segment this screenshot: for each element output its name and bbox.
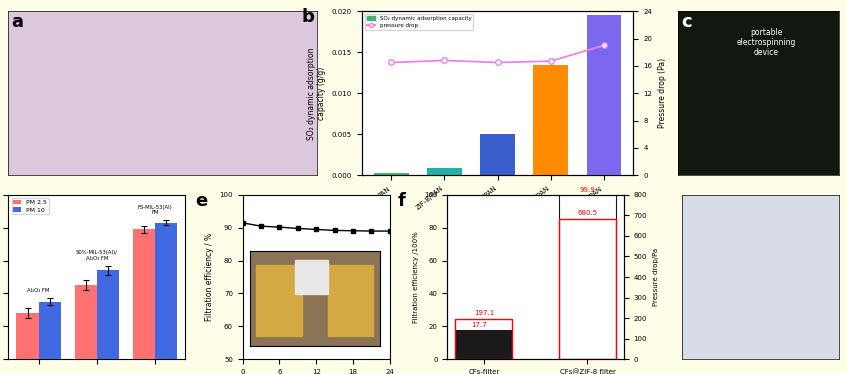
Bar [16,313,39,374]
Text: f: f [398,192,406,210]
Text: e: e [196,192,208,210]
Text: 680.5: 680.5 [578,211,597,217]
Legend: SO₂ dynamic adsorption capacity, pressure drop: SO₂ dynamic adsorption capacity, pressur… [364,14,473,30]
Bar [456,330,512,359]
Bar [97,270,119,374]
Y-axis label: Filtration efficiency / %: Filtration efficiency / % [205,233,213,321]
Text: portable
electrospinning
device: portable electrospinning device [737,28,796,58]
Bar [75,285,97,374]
Text: b: b [302,8,315,26]
Bar [559,220,616,359]
Text: a: a [12,13,24,31]
Y-axis label: Filtration efficiency /100%: Filtration efficiency /100% [412,231,418,323]
Text: 99.9: 99.9 [579,187,595,193]
Text: FS-MIL-53(Al)
FM: FS-MIL-53(Al) FM [137,205,172,215]
Text: c: c [681,13,692,31]
Text: 50%-MIL-53(Al)/
Al₂O₃ FM: 50%-MIL-53(Al)/ Al₂O₃ FM [76,250,118,261]
Y-axis label: SO₂ dynamic adsorption
capacity (g/g): SO₂ dynamic adsorption capacity (g/g) [307,47,326,140]
Bar [39,301,61,374]
Text: 17.7: 17.7 [471,322,486,328]
Bar [456,319,512,359]
Bar [587,15,621,175]
Text: Al₂O₃ FM: Al₂O₃ FM [27,288,50,294]
Bar [534,65,568,175]
Y-axis label: Pressure drop/Pa: Pressure drop/Pa [653,248,659,306]
Bar [480,134,515,175]
Bar [374,173,408,175]
Text: 197.1: 197.1 [473,310,494,316]
Legend: PM 2.5, PM 10: PM 2.5, PM 10 [12,198,49,214]
Bar [133,229,155,374]
Bar [427,168,462,175]
Y-axis label: Pressure drop (Pa): Pressure drop (Pa) [658,58,667,128]
Bar [155,223,177,374]
Bar [559,195,616,359]
